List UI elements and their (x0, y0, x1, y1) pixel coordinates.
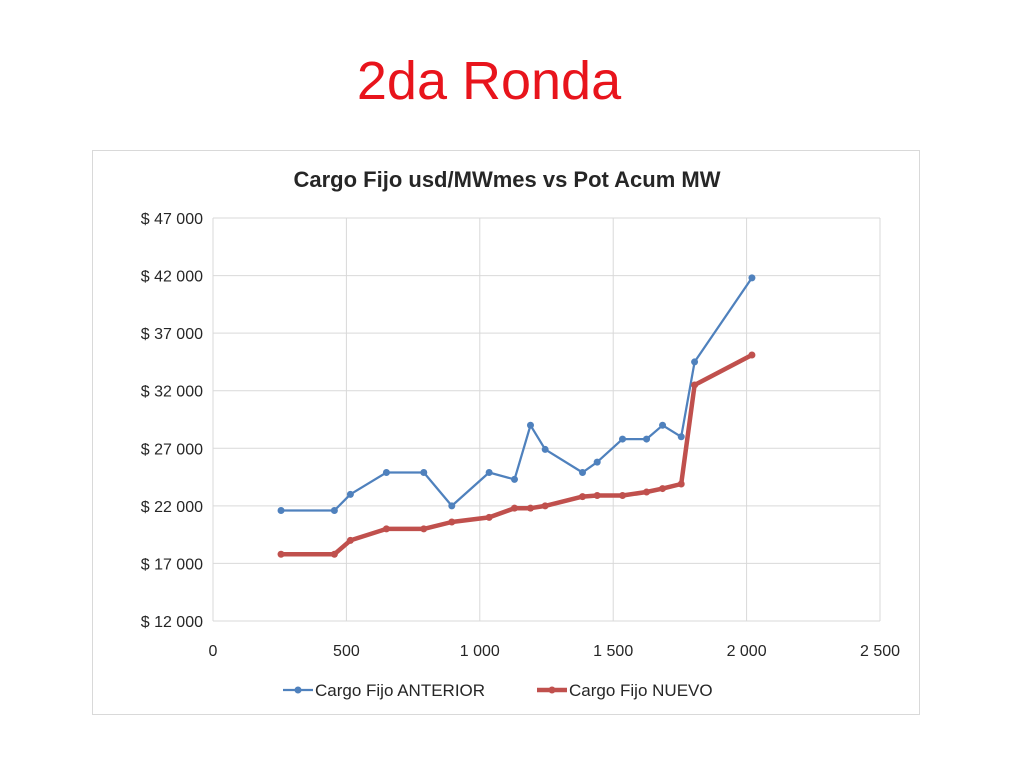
data-point (346, 536, 354, 544)
data-point (485, 468, 493, 476)
data-point (643, 435, 651, 443)
x-tick-label: 1 500 (593, 643, 633, 660)
data-point (619, 435, 627, 443)
data-point (619, 491, 627, 499)
data-point (541, 502, 549, 510)
series-layer (277, 274, 756, 558)
data-point (526, 504, 534, 512)
data-point (510, 504, 518, 512)
data-point (659, 485, 667, 493)
axes: $ 12 000 $ 17 000 $ 22 000 $ 27 000 $ 32 000… (141, 211, 900, 660)
data-point (448, 502, 456, 510)
data-point (659, 421, 667, 429)
data-point (748, 351, 756, 359)
data-point (382, 468, 390, 476)
data-point (579, 468, 587, 476)
slide-title: 2da Ronda (356, 51, 622, 111)
x-tick-label: 1 000 (460, 643, 500, 660)
grid-lines (212, 217, 881, 622)
y-tick-label: $ 32 000 (141, 384, 203, 401)
data-point (593, 491, 601, 499)
series-2 (277, 351, 756, 558)
data-point (485, 513, 493, 521)
series-1 (277, 274, 756, 514)
data-point (448, 518, 456, 526)
x-tick-label: 500 (333, 643, 360, 660)
data-point (677, 480, 685, 488)
series-line (279, 276, 754, 512)
chart-title: Cargo Fijo usd/MWmes vs Pot Acum MW (294, 167, 721, 192)
data-point (382, 525, 390, 533)
data-point (691, 358, 699, 366)
data-point (420, 525, 428, 533)
y-tick-label: $ 42 000 (141, 269, 203, 286)
data-point (510, 475, 518, 483)
x-tick-label: 0 (209, 643, 218, 660)
legend-label: Cargo Fijo NUEVO (569, 681, 713, 700)
data-point (593, 458, 601, 466)
data-point (526, 421, 534, 429)
legend-item: Cargo Fijo NUEVO (537, 681, 713, 700)
y-tick-label: $ 37 000 (141, 326, 203, 343)
data-point (346, 490, 354, 498)
x-tick-label: 2 500 (860, 643, 900, 660)
y-tick-label: $ 22 000 (141, 499, 203, 516)
data-point (579, 493, 587, 501)
data-point (748, 274, 756, 282)
data-point (691, 381, 699, 389)
series-line (278, 352, 755, 557)
data-point (643, 488, 651, 496)
data-point (541, 445, 549, 453)
y-tick-label: $ 47 000 (141, 211, 203, 228)
x-tick-label: 2 000 (727, 643, 767, 660)
legend-item: Cargo Fijo ANTERIOR (283, 681, 485, 700)
legend-swatch-marker (548, 686, 556, 694)
data-point (330, 550, 338, 558)
data-point (277, 550, 285, 558)
y-tick-label: $ 17 000 (141, 556, 203, 573)
legend-label: Cargo Fijo ANTERIOR (315, 681, 485, 700)
data-point (420, 468, 428, 476)
legend: Cargo Fijo ANTERIOR Cargo Fijo NUEVO (283, 681, 713, 700)
line-chart: Cargo Fijo usd/MWmes vs Pot Acum MW $ 12… (141, 167, 900, 700)
chart-frame: Cargo Fijo usd/MWmes vs Pot Acum MW $ 12… (92, 150, 920, 715)
legend-swatch-marker (294, 686, 302, 694)
y-tick-label: $ 12 000 (141, 614, 203, 631)
data-point (330, 506, 338, 514)
y-tick-label: $ 27 000 (141, 441, 203, 458)
data-point (277, 506, 285, 514)
data-point (677, 433, 685, 441)
